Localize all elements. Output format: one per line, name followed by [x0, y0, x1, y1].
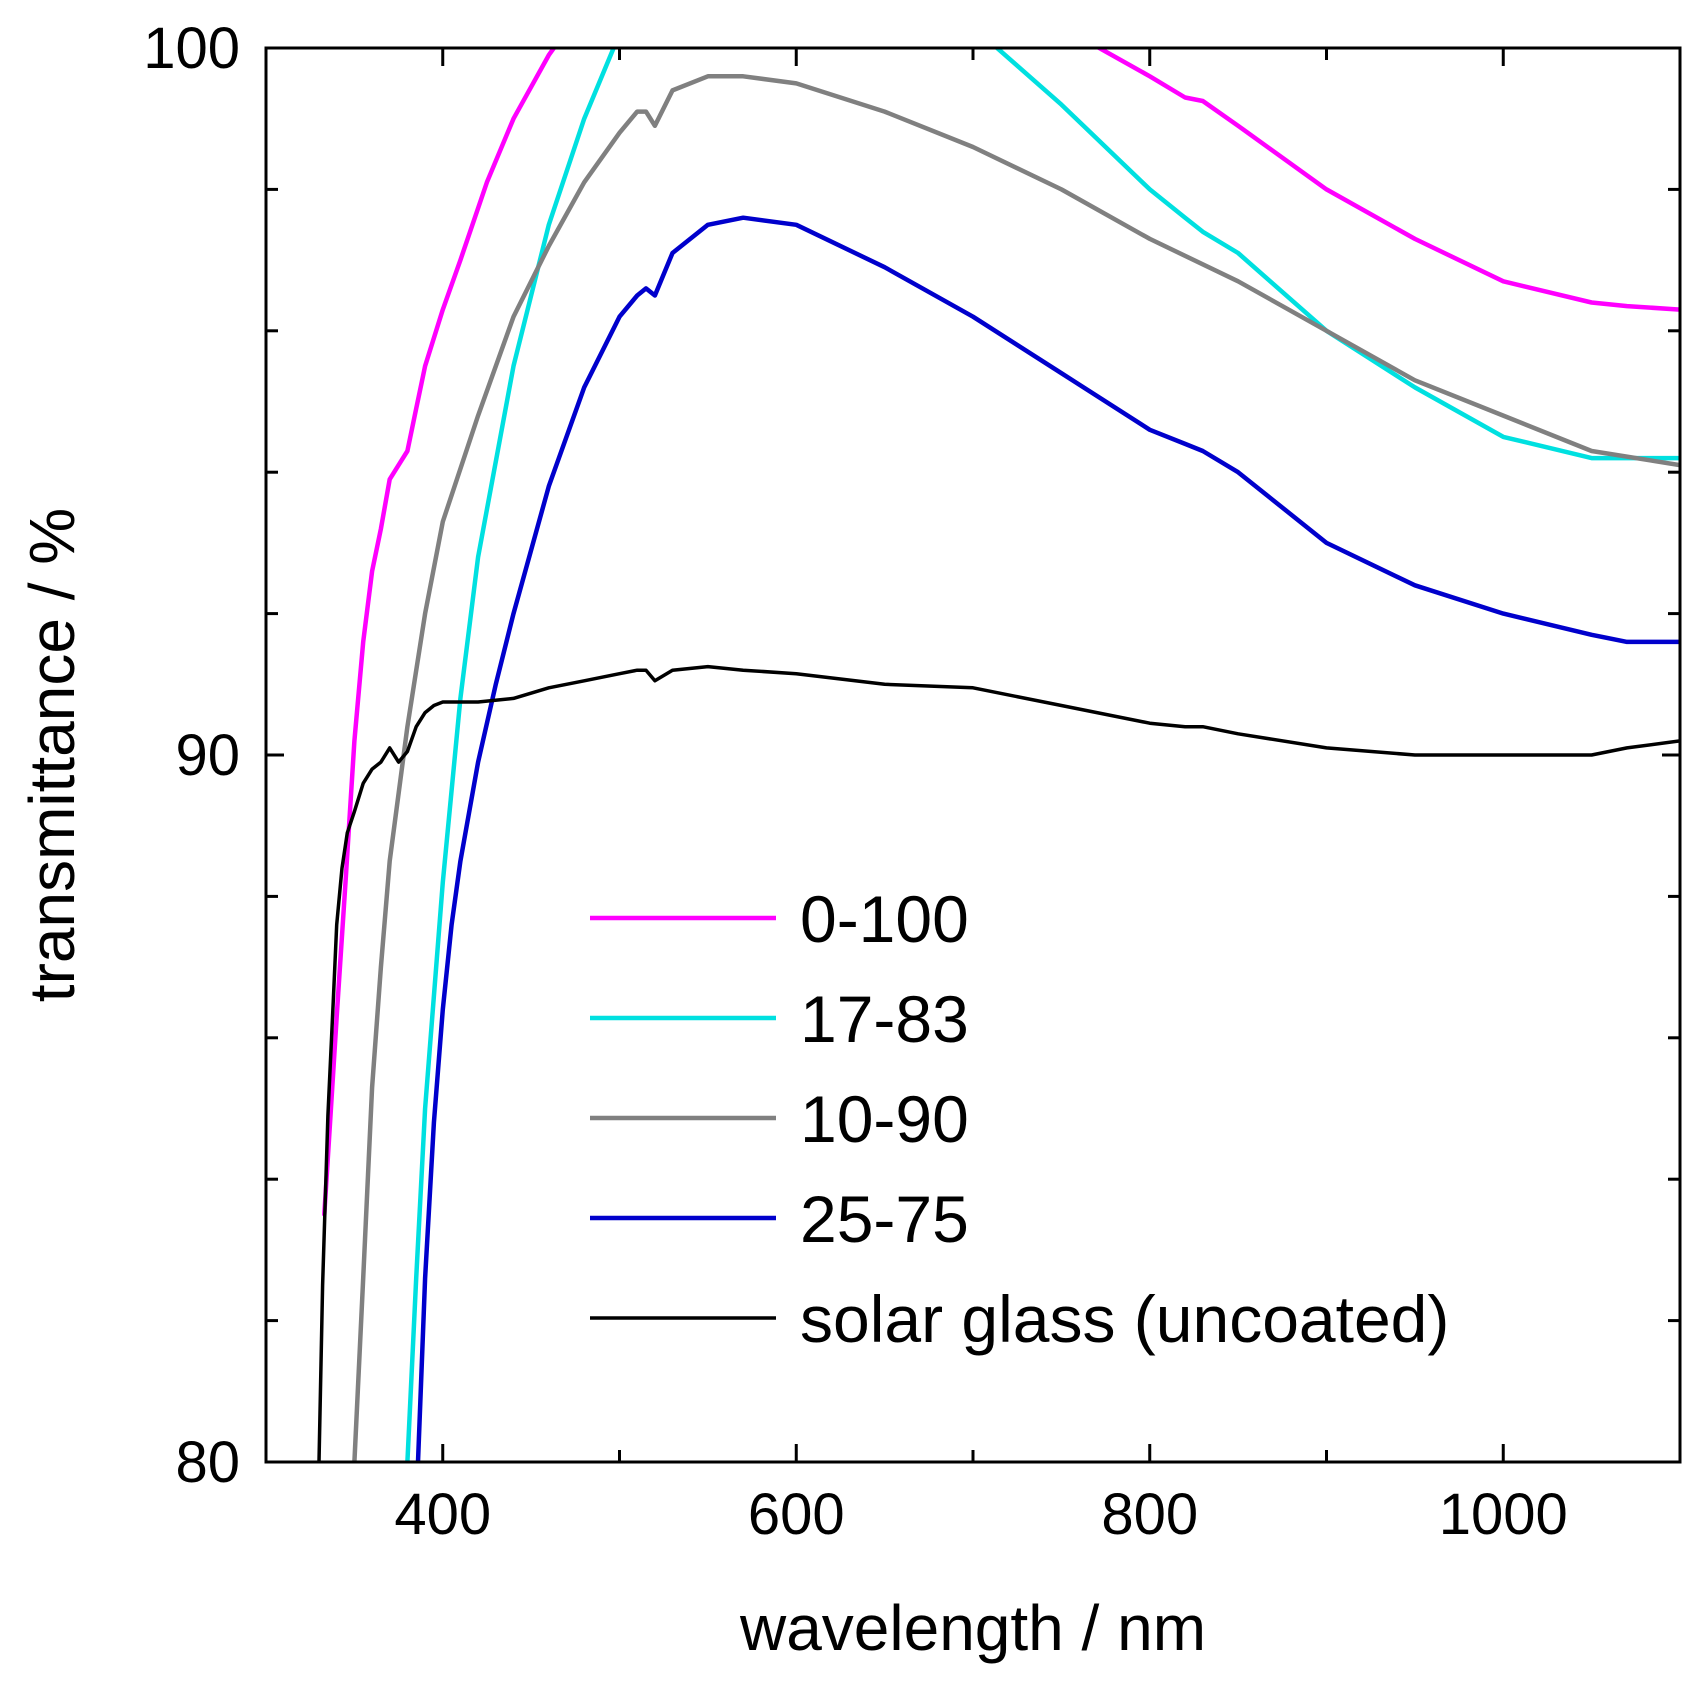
- y-tick-label: 100: [143, 16, 240, 81]
- series-line-4: [317, 664, 1680, 1462]
- ticks-layer: [266, 46, 1680, 1464]
- series-line-1: [405, 48, 1680, 1462]
- legend-label-4: solar glass (uncoated): [800, 1282, 1449, 1356]
- series-layer: [317, 48, 1680, 1462]
- series-line-2: [352, 74, 1680, 1462]
- legend: 0-100 17-83 10-90 25-75 solar glass (uncoate…: [590, 882, 1449, 1356]
- x-tick-label: 800: [1101, 1482, 1198, 1547]
- x-axis-label: wavelength / nm: [739, 1592, 1206, 1664]
- labels-layer: 400 600 800 1000 80 90 100: [143, 16, 1568, 1547]
- legend-label-1: 17-83: [800, 982, 969, 1056]
- y-axis-label: transmittance / %: [16, 508, 88, 1002]
- y-tick-label: 80: [175, 1430, 240, 1495]
- legend-label-0: 0-100: [800, 882, 969, 956]
- x-tick-label: 1000: [1439, 1482, 1568, 1547]
- legend-label-2: 10-90: [800, 1082, 969, 1156]
- legend-label-3: 25-75: [800, 1182, 969, 1256]
- series-line-3: [415, 215, 1680, 1462]
- x-tick-label: 600: [748, 1482, 845, 1547]
- y-tick-label: 90: [175, 723, 240, 788]
- series-line-0: [322, 48, 1680, 1217]
- x-tick-label: 400: [394, 1482, 491, 1547]
